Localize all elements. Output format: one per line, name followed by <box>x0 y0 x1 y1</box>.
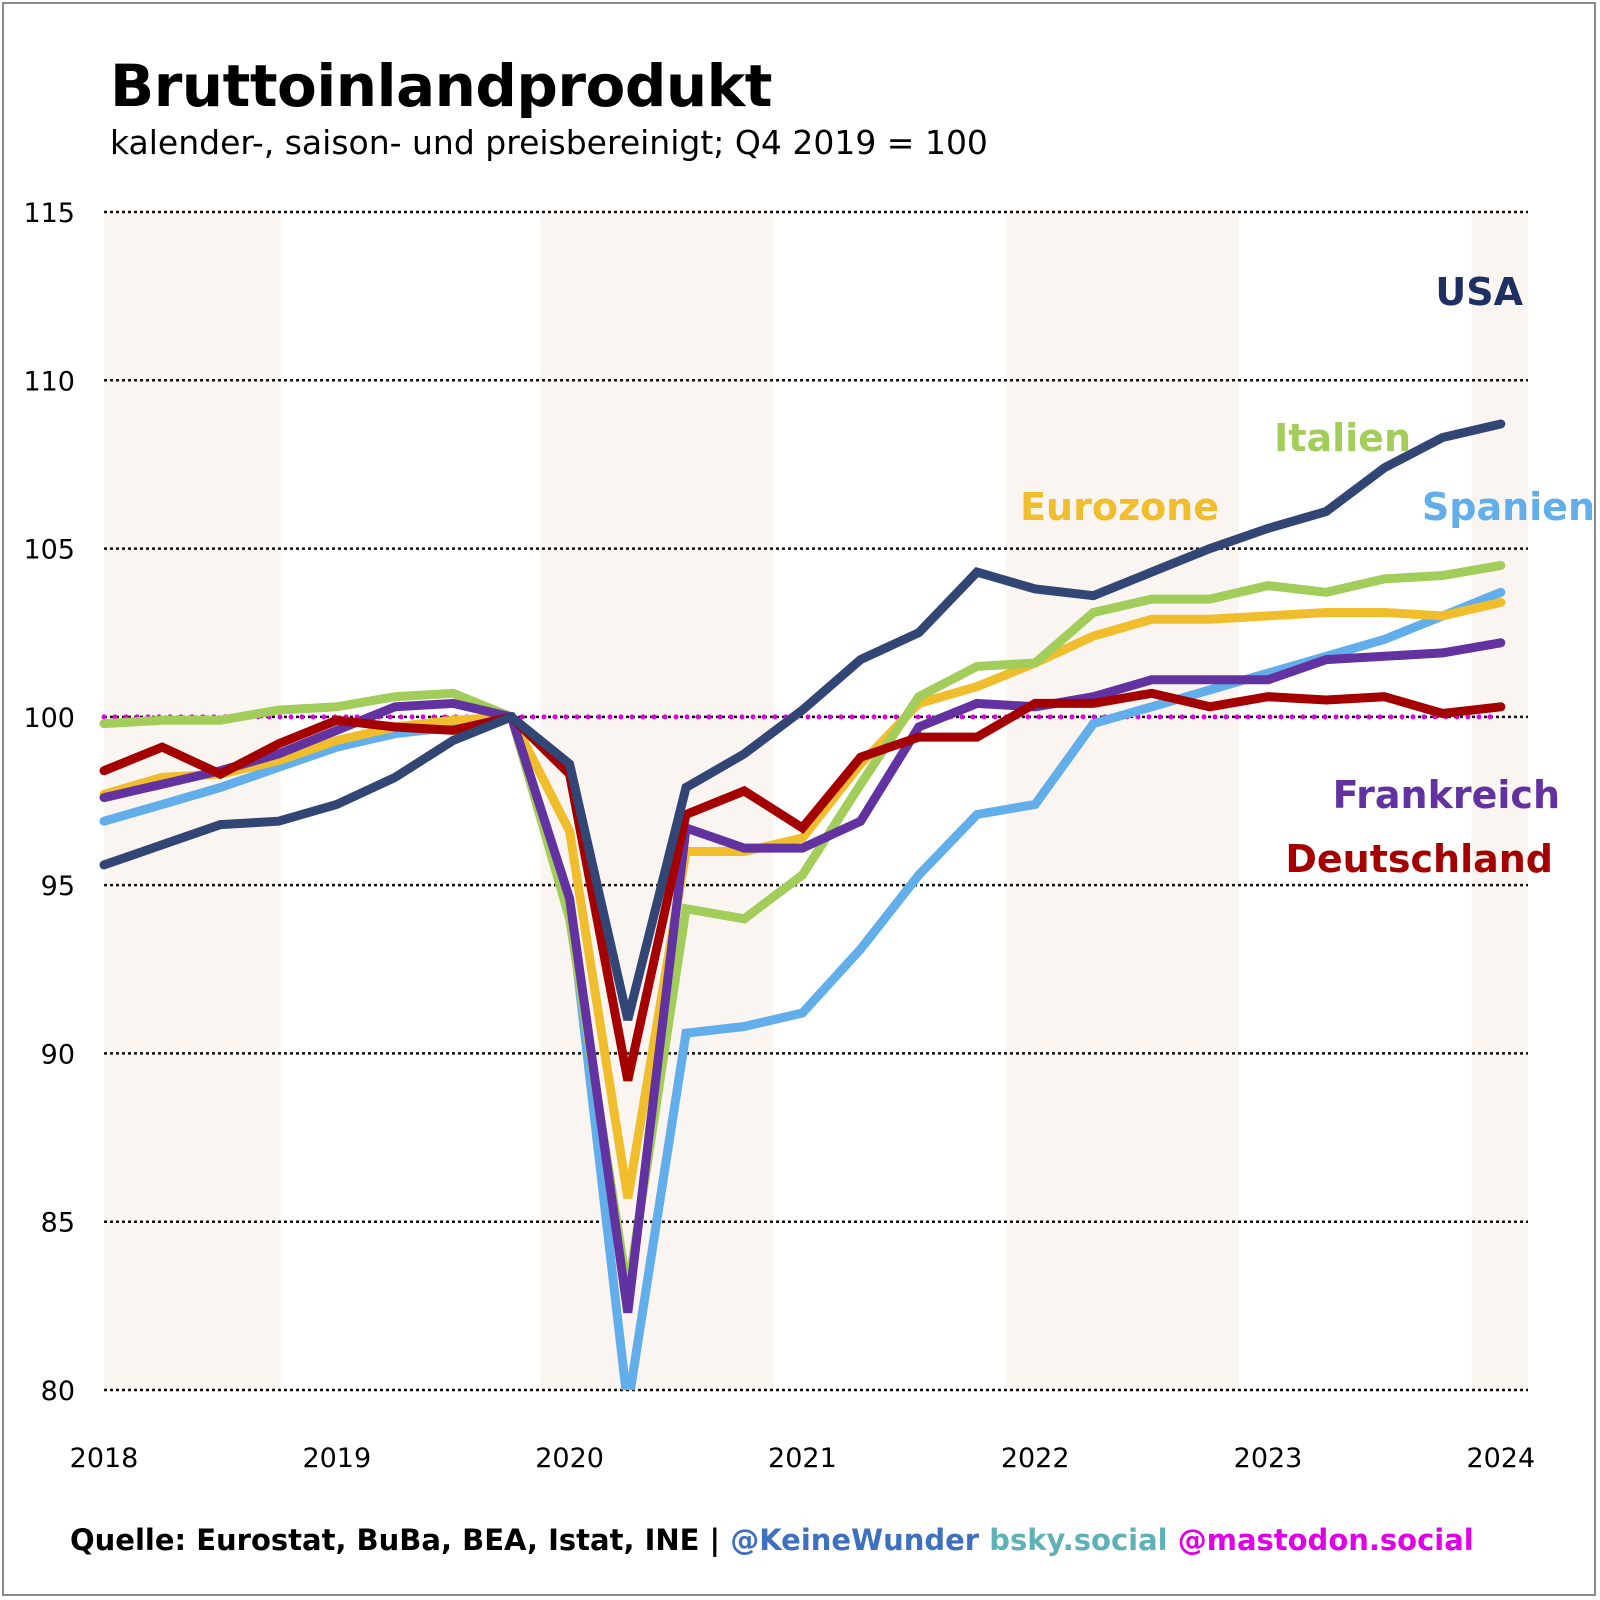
footer-source: Quelle: Eurostat, BuBa, BEA, Istat, INE … <box>70 1523 1474 1557</box>
x-tick-label: 2022 <box>1001 1443 1070 1474</box>
x-axis-ticks: 2018 2019 2020 2021 2022 2023 2024 <box>70 1443 1536 1474</box>
series-label-spanien: Spanien <box>1422 485 1595 529</box>
series-line-spanien <box>99 587 1506 1390</box>
x-tick-label: 2019 <box>302 1443 371 1474</box>
y-tick-label: 80 <box>41 1376 75 1407</box>
series-line-eurozone <box>99 597 1506 1199</box>
x-tick-label: 2023 <box>1234 1443 1303 1474</box>
footer-handle[interactable]: @KeineWunder <box>730 1523 980 1557</box>
series-lines <box>99 419 1506 1390</box>
y-tick-label: 105 <box>23 535 75 566</box>
y-axis-ticks: 80 85 90 95 100 105 110 115 <box>23 198 75 1407</box>
y-tick-label: 100 <box>23 703 75 734</box>
gridlines <box>104 210 1528 1392</box>
footer-bsky[interactable]: bsky.social <box>979 1523 1168 1557</box>
series-line-italien <box>99 560 1506 1294</box>
series-line-deutschland <box>99 688 1506 1082</box>
y-tick-label: 90 <box>41 1039 75 1070</box>
chart-subtitle: kalender-, saison- und preisbereinigt; Q… <box>110 123 988 162</box>
series-label-deutschland: Deutschland <box>1285 837 1553 881</box>
chart-title: Bruttoinlandprodukt <box>110 52 772 120</box>
y-tick-label: 95 <box>41 871 75 902</box>
year-band-2018 <box>104 212 281 1390</box>
series-line-usa <box>99 419 1506 1021</box>
series-label-frankreich: Frankreich <box>1333 773 1560 817</box>
series-label-usa: USA <box>1435 270 1523 314</box>
x-tick-label: 2021 <box>768 1443 837 1474</box>
y-tick-label: 85 <box>41 1208 75 1239</box>
x-tick-label: 2024 <box>1466 1443 1535 1474</box>
series-label-italien: Italien <box>1274 416 1411 460</box>
y-tick-label: 110 <box>23 366 75 397</box>
series-labels: USA Italien Eurozone Spanien Frankreich Deuts… <box>1020 270 1595 881</box>
year-band-2022 <box>1006 212 1239 1390</box>
year-band-2024 <box>1471 212 1528 1390</box>
x-tick-label: 2018 <box>70 1443 139 1474</box>
series-label-eurozone: Eurozone <box>1020 485 1219 529</box>
year-bands <box>104 212 1528 1390</box>
series-line-frankreich <box>99 638 1506 1314</box>
y-tick-label: 115 <box>23 198 75 229</box>
footer-source-text: Quelle: Eurostat, BuBa, BEA, Istat, INE … <box>70 1523 731 1557</box>
footer-mastodon[interactable]: @mastodon.social <box>1167 1523 1474 1557</box>
x-tick-label: 2020 <box>535 1443 604 1474</box>
